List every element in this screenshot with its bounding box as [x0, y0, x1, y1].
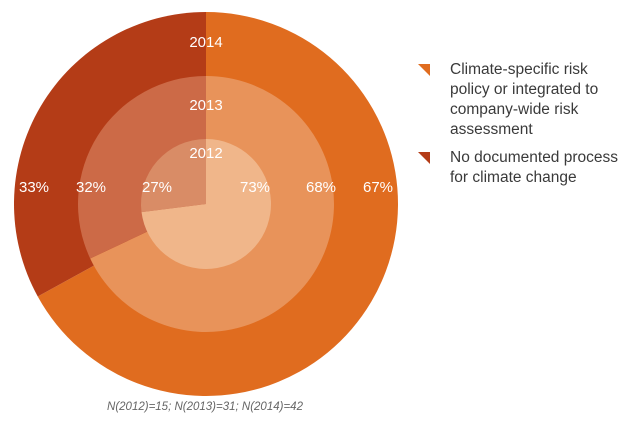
chart-legend: Climate-specific risk policy or integrat… — [418, 60, 623, 188]
pct-label-2012-climate-specific: 73% — [240, 179, 270, 196]
ring-year-label-2014: 2014 — [189, 34, 222, 51]
pct-label-2013-climate-specific: 68% — [306, 179, 336, 196]
pct-label-2013-no-documented: 32% — [76, 179, 106, 196]
legend-item-no-documented: No documented process for climate change — [418, 148, 623, 188]
legend-marker-climate-specific — [418, 64, 430, 76]
slice-2012-climate-specific — [141, 139, 271, 270]
legend-marker-no-documented — [418, 152, 430, 164]
pct-label-2014-climate-specific: 67% — [363, 179, 393, 196]
ring-year-label-2013: 2013 — [189, 97, 222, 114]
pct-label-2012-no-documented: 27% — [142, 179, 172, 196]
legend-item-climate-specific: Climate-specific risk policy or integrat… — [418, 60, 623, 148]
pct-label-2014-no-documented: 33% — [19, 179, 49, 196]
slice-2012-no-documented — [140, 139, 206, 213]
legend-label-no-documented: No documented process for climate change — [450, 149, 619, 186]
sample-size-footnote: N(2012)=15; N(2013)=31; N(2014)=42 — [107, 401, 303, 413]
ring-year-label-2012: 2012 — [189, 145, 222, 162]
legend-label-climate-specific: Climate-specific risk policy or integrat… — [450, 61, 599, 138]
